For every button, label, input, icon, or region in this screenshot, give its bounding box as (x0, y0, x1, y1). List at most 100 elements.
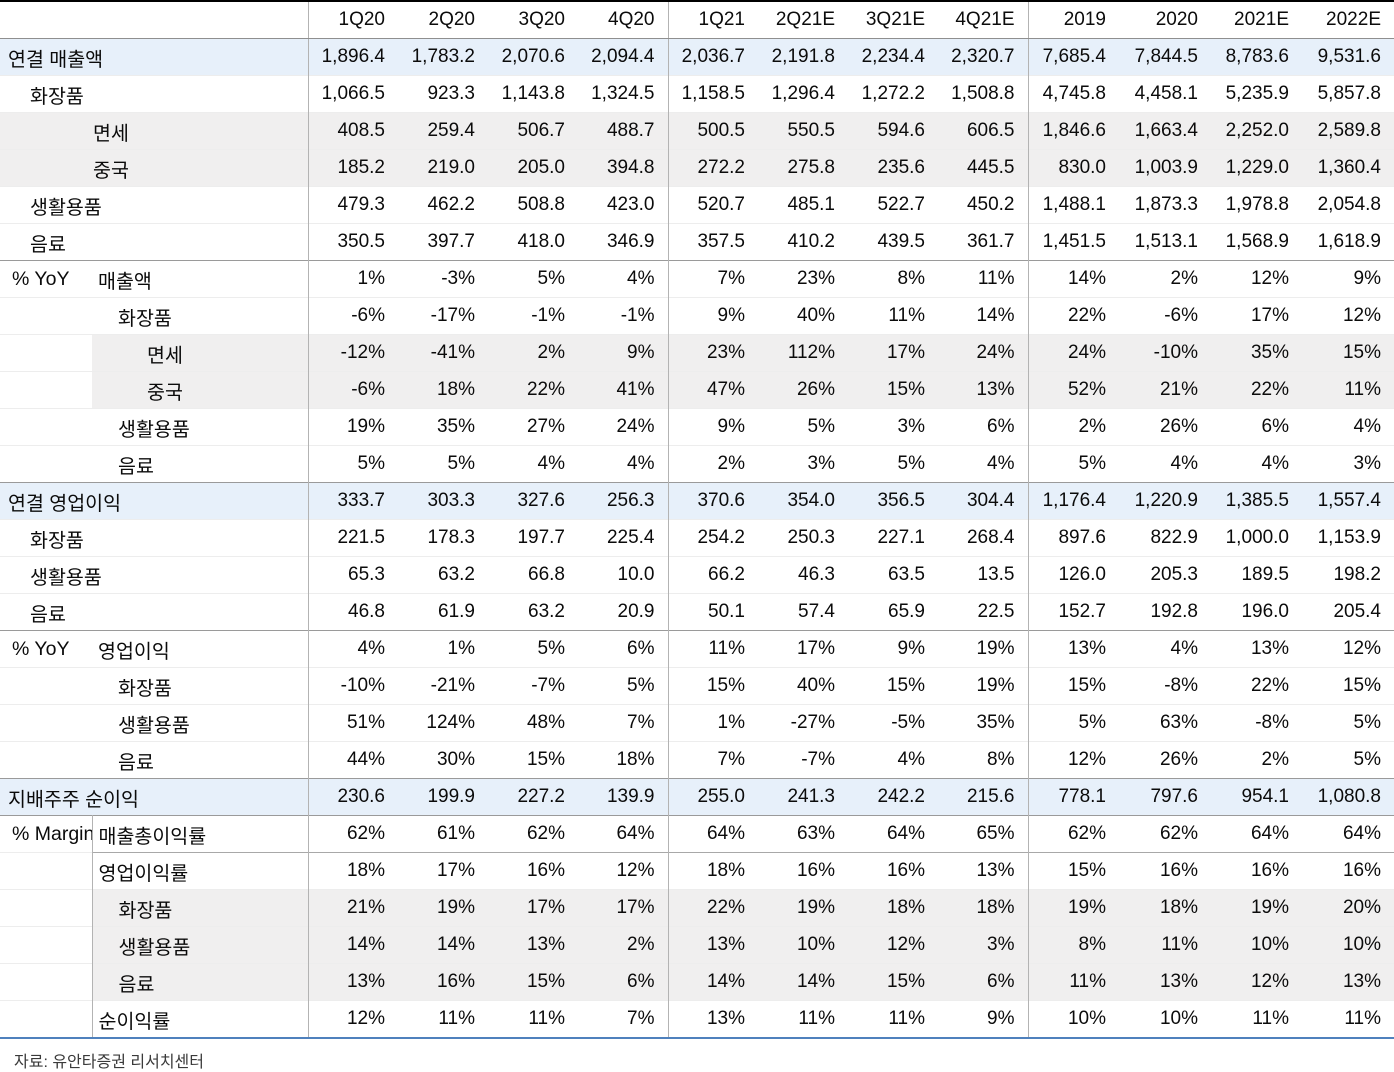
value-cell: 2,234.4 (848, 38, 938, 76)
value-cell: -10% (308, 667, 398, 705)
value-cell: 2,191.8 (758, 38, 848, 76)
value-cell: 2,070.6 (488, 38, 578, 76)
value-cell: 8% (938, 741, 1029, 779)
value-cell: 3% (1302, 445, 1394, 483)
value-cell: 1% (668, 704, 758, 742)
table-row: 지배주주 순이익 230.6 199.9 227.2 139.9 255.0 241.3 24… (0, 778, 1394, 816)
value-cell: 13% (668, 1000, 758, 1039)
value-cell: 41% (578, 371, 669, 409)
value-cell: 15% (848, 371, 938, 409)
value-cell: 64% (578, 815, 669, 853)
row-prefix (0, 704, 92, 742)
value-cell: 2,589.8 (1302, 112, 1394, 150)
value-cell: 1,846.6 (1028, 112, 1119, 150)
value-cell: 24% (578, 408, 669, 446)
row-prefix (0, 371, 92, 409)
row-prefix (0, 667, 92, 705)
table-row: 생활용품 479.3 462.2 508.8 423.0 520.7 485.1 522.7 4… (0, 186, 1394, 224)
value-cell: -6% (1119, 297, 1211, 335)
value-cell: 241.3 (758, 778, 848, 816)
value-cell: 242.2 (848, 778, 938, 816)
value-cell: 11% (668, 630, 758, 668)
value-cell: 48% (488, 704, 578, 742)
row-prefix: % YoY (0, 260, 92, 298)
value-cell: -6% (308, 297, 398, 335)
value-cell: 198.2 (1302, 556, 1394, 594)
value-cell: 64% (1302, 815, 1394, 853)
value-cell: 5% (1028, 704, 1119, 742)
value-cell: 1,385.5 (1211, 482, 1302, 520)
value-cell: 18% (668, 852, 758, 890)
value-cell: 227.1 (848, 519, 938, 557)
row-label: 순이익률 (92, 1000, 309, 1039)
value-cell: 65% (938, 815, 1029, 853)
value-cell: 508.8 (488, 186, 578, 224)
value-cell: 370.6 (668, 482, 758, 520)
value-cell: 63.2 (398, 556, 488, 594)
value-cell: 254.2 (668, 519, 758, 557)
value-cell: -7% (488, 667, 578, 705)
value-cell: 1,896.4 (308, 38, 398, 76)
value-cell: 2% (488, 334, 578, 372)
value-cell: 19% (1028, 889, 1119, 927)
table-row: 음료 13% 16% 15% 6% 14% 14% 15% 6% 11% 13% 12% 13% (0, 963, 1394, 1001)
value-cell: 522.7 (848, 186, 938, 224)
value-cell: 7,844.5 (1119, 38, 1211, 76)
value-cell: 4% (1119, 630, 1211, 668)
source-note: 자료: 유안타증권 리서치센터 (14, 1054, 204, 1071)
value-cell: 4% (578, 445, 669, 483)
value-cell: -1% (488, 297, 578, 335)
row-label: 영업이익 (92, 630, 309, 668)
table-row: 중국 -6% 18% 22% 41% 47% 26% 15% 13% 52% 21% 22% 11% (0, 371, 1394, 409)
value-cell: 9% (668, 408, 758, 446)
value-cell: 185.2 (308, 149, 398, 187)
column-header: 4Q20 (578, 0, 669, 39)
row-label: 화장품 (92, 297, 309, 335)
value-cell: -27% (758, 704, 848, 742)
value-cell: 22% (488, 371, 578, 409)
value-cell: 40% (758, 667, 848, 705)
value-cell: 126.0 (1028, 556, 1119, 594)
value-cell: 1,272.2 (848, 75, 938, 113)
row-label: 영업이익률 (92, 852, 309, 890)
value-cell: 50.1 (668, 593, 758, 631)
column-header: 4Q21E (938, 0, 1029, 39)
value-cell: 15% (1028, 667, 1119, 705)
value-cell: 215.6 (938, 778, 1029, 816)
value-cell: 26% (1119, 741, 1211, 779)
table-body: 연결 매출액 1,896.4 1,783.2 2,070.6 2,094.4 2,036.… (0, 38, 1394, 1039)
value-cell: 303.3 (398, 482, 488, 520)
value-cell: 275.8 (758, 149, 848, 187)
value-cell: 16% (398, 963, 488, 1001)
value-cell: 2,094.4 (578, 38, 669, 76)
value-cell: 22% (1211, 667, 1302, 705)
value-cell: 23% (668, 334, 758, 372)
value-cell: 7% (668, 741, 758, 779)
table-row: 화장품 21% 19% 17% 17% 22% 19% 18% 18% 19% 18% 19% 20% (0, 889, 1394, 927)
value-cell: 15% (1028, 852, 1119, 890)
table-row: 생활용품 65.3 63.2 66.8 10.0 66.2 46.3 63.5 13.5 126.… (0, 556, 1394, 594)
value-cell: 205.0 (488, 149, 578, 187)
value-cell: 18% (848, 889, 938, 927)
value-cell: 259.4 (398, 112, 488, 150)
value-cell: 7% (578, 1000, 669, 1039)
value-cell: 822.9 (1119, 519, 1211, 557)
row-prefix: % YoY (0, 630, 92, 668)
value-cell: 14% (758, 963, 848, 1001)
value-cell: 20% (1302, 889, 1394, 927)
value-cell: 15% (848, 667, 938, 705)
value-cell: 16% (758, 852, 848, 890)
value-cell: 8% (848, 260, 938, 298)
value-cell: 11% (1211, 1000, 1302, 1039)
value-cell: 17% (758, 630, 848, 668)
value-cell: 350.5 (308, 223, 398, 261)
value-cell: 65.3 (308, 556, 398, 594)
table-row: 화장품 -10% -21% -7% 5% 15% 40% 15% 19% 15% -8% 22% 15% (0, 667, 1394, 705)
value-cell: 205.4 (1302, 593, 1394, 631)
value-cell: 18% (308, 852, 398, 890)
value-cell: 66.8 (488, 556, 578, 594)
value-cell: 12% (1211, 963, 1302, 1001)
value-cell: 7,685.4 (1028, 38, 1119, 76)
row-prefix (0, 889, 93, 927)
row-prefix (0, 334, 92, 372)
